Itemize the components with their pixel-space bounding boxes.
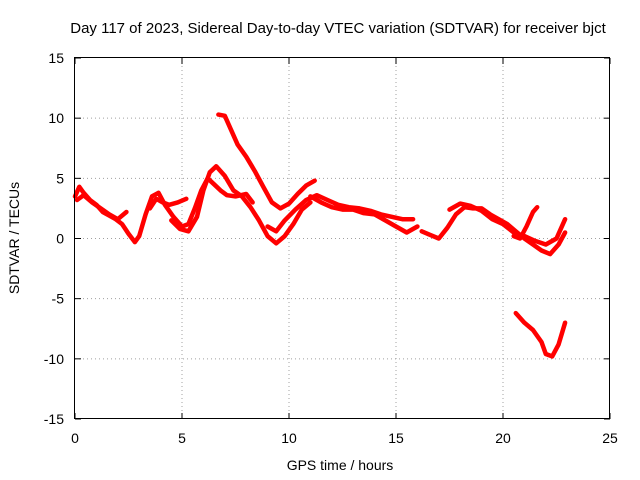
y-tick-label: 0: [56, 231, 64, 247]
y-tick-label: 15: [48, 50, 64, 66]
series-arc-9: [447, 201, 568, 247]
grid: [75, 58, 610, 419]
y-tick-label: -15: [44, 411, 64, 427]
series-arc-7: [308, 194, 420, 235]
series-layer: [72, 112, 568, 359]
x-axis-label: GPS time / hours: [287, 457, 394, 473]
x-tick-label: 25: [602, 430, 618, 446]
y-tick-label: 5: [56, 170, 64, 186]
series-arc-6: [265, 192, 416, 234]
y-tick-label: -10: [44, 351, 64, 367]
y-axis-label: SDTVAR / TECUs: [6, 182, 22, 294]
series-arc-5: [216, 112, 317, 211]
y-tick-label: 10: [48, 110, 64, 126]
series-arc-2: [74, 192, 129, 222]
x-axis-ticks: 0 5 10 15 20 25: [71, 58, 618, 446]
chart-title: Day 117 of 2023, Sidereal Day-to-day VTE…: [70, 20, 606, 37]
series-arc-10: [511, 204, 540, 241]
x-tick-label: 15: [388, 430, 404, 446]
x-tick-label: 0: [71, 430, 79, 446]
series-arc-11: [513, 310, 568, 359]
x-tick-label: 5: [178, 430, 186, 446]
y-tick-label: -5: [52, 291, 65, 307]
series-arc-4: [169, 164, 313, 246]
x-tick-label: 20: [495, 430, 511, 446]
series-arc-3: [147, 196, 189, 211]
y-axis-ticks: -15 -10 -5 0 5 10 15: [44, 50, 610, 427]
x-tick-label: 10: [281, 430, 297, 446]
series-arc-8: [419, 204, 568, 257]
